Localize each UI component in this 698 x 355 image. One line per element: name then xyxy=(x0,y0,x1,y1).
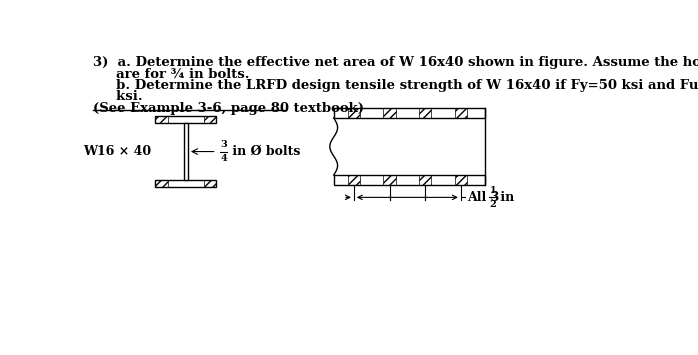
Text: are for ¾ in bolts.: are for ¾ in bolts. xyxy=(94,67,250,80)
Bar xyxy=(383,175,396,185)
Text: 3: 3 xyxy=(221,140,228,149)
Bar xyxy=(334,175,485,185)
Bar xyxy=(156,116,168,124)
Bar xyxy=(419,175,431,185)
Text: 3)  a. Determine the effective net area of W 16x40 shown in figure. Assume the h: 3) a. Determine the effective net area o… xyxy=(94,56,698,69)
Bar xyxy=(419,108,431,118)
Text: in: in xyxy=(496,191,514,204)
Text: ksi.: ksi. xyxy=(94,90,143,103)
Bar xyxy=(348,175,360,185)
Text: 2: 2 xyxy=(489,200,496,209)
Bar xyxy=(156,180,216,187)
Text: W16 × 40: W16 × 40 xyxy=(84,145,151,158)
Bar xyxy=(454,108,467,118)
Text: (See Example 3-6, page 80 textbook): (See Example 3-6, page 80 textbook) xyxy=(94,102,364,115)
Bar xyxy=(156,116,216,124)
Bar xyxy=(383,108,396,118)
Bar xyxy=(204,116,216,124)
Bar xyxy=(204,180,216,187)
Text: in Ø bolts: in Ø bolts xyxy=(228,145,300,158)
Bar xyxy=(156,180,168,187)
Text: 4: 4 xyxy=(221,154,228,163)
Bar xyxy=(184,124,188,180)
Text: All 3: All 3 xyxy=(467,191,499,204)
Bar xyxy=(454,175,467,185)
Bar xyxy=(348,108,360,118)
Text: 1: 1 xyxy=(489,186,496,195)
Text: b. Determine the LRFD design tensile strength of W 16x40 if Fy=50 ksi and Fu=65: b. Determine the LRFD design tensile str… xyxy=(94,79,698,92)
Bar xyxy=(334,108,485,118)
